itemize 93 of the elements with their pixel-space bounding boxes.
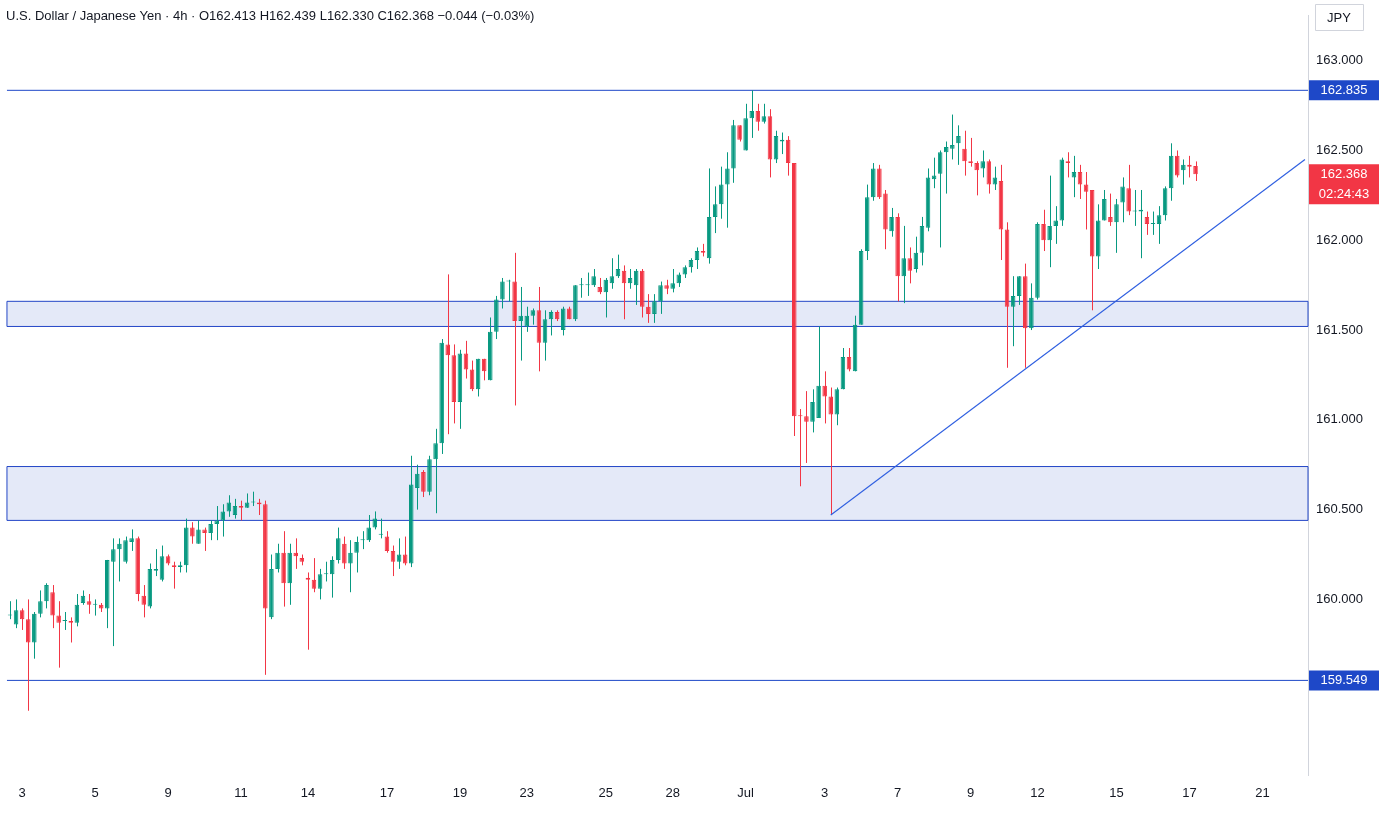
candlestick xyxy=(117,537,122,582)
candlestick xyxy=(1053,205,1058,245)
candlestick xyxy=(518,286,523,362)
ref-line-label: 162.835 xyxy=(1320,81,1368,97)
x-tick-label: 23 xyxy=(519,784,534,800)
candlestick xyxy=(719,166,724,220)
candlestick xyxy=(366,514,371,543)
candlestick xyxy=(111,537,116,647)
candlestick xyxy=(123,536,128,564)
candlestick xyxy=(445,273,451,435)
candlestick xyxy=(658,281,663,315)
candlestick xyxy=(828,387,834,516)
x-tick-label: 21 xyxy=(1255,784,1270,800)
candlestick xyxy=(202,527,207,552)
ref-line-label: 159.549 xyxy=(1320,671,1368,687)
x-tick-label: 25 xyxy=(598,784,614,800)
y-tick-label: 160.500 xyxy=(1316,501,1363,517)
candlestick xyxy=(275,543,280,573)
x-tick-label: Jul xyxy=(737,784,755,800)
candlestick xyxy=(1041,209,1046,252)
candlestick xyxy=(208,519,213,541)
candlestick xyxy=(415,464,420,511)
y-tick-label: 161.500 xyxy=(1316,321,1363,337)
candlestick xyxy=(129,528,134,552)
candlestick xyxy=(44,582,49,609)
x-tick-label: 12 xyxy=(1030,784,1045,800)
candlestick xyxy=(822,370,827,424)
x-tick-label: 5 xyxy=(91,784,99,800)
x-tick-label: 15 xyxy=(1109,784,1124,800)
candlestick xyxy=(38,589,43,618)
candlestick xyxy=(354,536,359,573)
x-tick-label: 19 xyxy=(452,784,468,800)
candlestick xyxy=(86,593,92,615)
candlestick xyxy=(956,124,961,166)
text: JPY xyxy=(1327,9,1352,25)
y-tick-label: 160.000 xyxy=(1316,591,1363,606)
candlestick xyxy=(889,207,894,238)
x-tick-label: 3 xyxy=(821,784,829,800)
candlestick xyxy=(980,149,986,178)
candlestick xyxy=(50,584,55,629)
candlestick xyxy=(190,521,195,545)
candlestick xyxy=(646,293,651,324)
candlestick xyxy=(1126,164,1131,216)
candlestick xyxy=(56,600,61,669)
candlestick xyxy=(749,89,754,139)
candlestick xyxy=(1193,160,1198,182)
candlestick xyxy=(652,293,657,324)
candlestick xyxy=(1102,189,1107,222)
candlestick xyxy=(725,151,730,229)
candlestick xyxy=(560,306,566,336)
candlestick xyxy=(1120,176,1125,223)
text: 02:24:43 xyxy=(1318,185,1370,201)
x-tick-label: 3 xyxy=(18,784,26,800)
candlestick xyxy=(336,527,341,564)
candlestick xyxy=(974,160,979,196)
candlestick xyxy=(25,598,31,712)
x-tick-label: 9 xyxy=(966,784,975,800)
x-tick-label: 17 xyxy=(1182,784,1197,800)
candlestick xyxy=(712,185,718,234)
candlestick xyxy=(1181,158,1186,186)
candlestick xyxy=(804,390,809,464)
candlestick xyxy=(1175,149,1180,178)
x-tick-label: 17 xyxy=(379,784,395,800)
candlestick xyxy=(810,388,815,433)
x-tick-label: 28 xyxy=(665,784,680,800)
text: 162.368 xyxy=(1320,165,1368,181)
candlestick xyxy=(1047,175,1052,268)
candlestick xyxy=(950,114,955,160)
candlestick xyxy=(943,141,949,195)
candlestick xyxy=(329,555,335,599)
y-tick-label: 162.500 xyxy=(1316,142,1363,158)
candlestick xyxy=(1114,198,1119,254)
candlestick xyxy=(962,130,967,177)
y-tick-label: 161.000 xyxy=(1316,411,1363,427)
x-tick-label: 7 xyxy=(894,784,902,800)
candlestick xyxy=(348,539,353,593)
candlestick xyxy=(524,306,530,333)
candlestick xyxy=(214,505,219,541)
x-tick-label: 9 xyxy=(164,784,172,800)
candlestick xyxy=(670,268,675,293)
candlestick xyxy=(342,536,347,570)
candlestick xyxy=(141,584,147,618)
candlestick xyxy=(500,277,505,310)
candlestick xyxy=(433,428,438,514)
candlestick xyxy=(421,469,426,498)
y-tick-label: 162.000 xyxy=(1316,231,1363,247)
x-tick-label: 14 xyxy=(300,784,316,800)
candlestick xyxy=(992,166,998,191)
candlestick xyxy=(1108,193,1113,227)
x-tick-label: 11 xyxy=(234,784,248,800)
y-tick-label: 163.000 xyxy=(1316,52,1363,68)
chart-title: U.S. Dollar / Japanese Yen · 4h · O162.413 H162.439 L162.330 C162.368 −0.044 (−0.03%) xyxy=(6,8,535,23)
candlestick xyxy=(901,225,906,304)
